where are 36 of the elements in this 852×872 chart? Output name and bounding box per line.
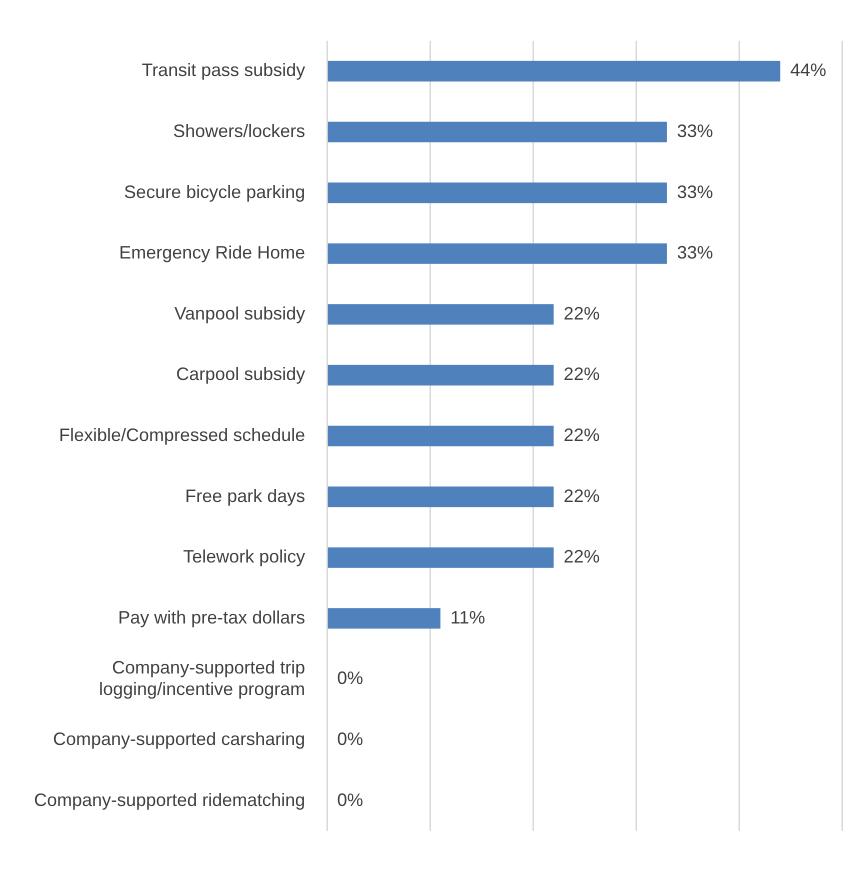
data-label: 0% xyxy=(337,790,364,810)
data-label: 0% xyxy=(337,728,364,749)
y-tick-label: Company-supported trip logging/incentive program xyxy=(99,657,306,699)
bar xyxy=(328,486,554,508)
y-tick-label: Flexible/Compressed schedule xyxy=(59,424,306,445)
data-label: 33% xyxy=(676,242,713,263)
bar xyxy=(328,60,780,82)
data-label: 44% xyxy=(790,60,826,80)
data-label: 22% xyxy=(564,303,600,324)
y-tick-label: Carpool subsidy xyxy=(176,364,306,384)
y-tick-label: Telework policy xyxy=(183,546,306,567)
data-label: 22% xyxy=(564,424,600,445)
bar xyxy=(328,243,667,264)
bar xyxy=(328,608,440,629)
y-tick-label: Transit pass subsidy xyxy=(142,60,306,80)
y-tick-label: Company-supported carsharing xyxy=(53,728,306,749)
bar xyxy=(328,122,667,142)
y-tick-label: Free park days xyxy=(185,486,306,506)
y-tick-label: Pay with pre-tax dollars xyxy=(118,607,306,628)
bar xyxy=(328,304,554,325)
bar xyxy=(328,426,554,446)
bar xyxy=(328,547,554,568)
y-tick-label: Vanpool subsidy xyxy=(174,303,306,324)
data-label: 22% xyxy=(564,546,600,567)
bar xyxy=(328,364,554,386)
data-label: 33% xyxy=(676,120,713,141)
y-tick-label: Emergency Ride Home xyxy=(119,242,306,263)
data-label: 0% xyxy=(337,668,364,688)
bar xyxy=(328,182,667,204)
data-label: 11% xyxy=(450,607,486,628)
data-label: 22% xyxy=(564,486,600,506)
y-tick-label: Secure bicycle parking xyxy=(124,182,306,202)
data-label: 22% xyxy=(564,364,600,384)
data-label: 33% xyxy=(676,182,713,202)
y-tick-label: Company-supported ridematching xyxy=(34,790,306,810)
y-tick-label: Showers/lockers xyxy=(173,120,306,141)
